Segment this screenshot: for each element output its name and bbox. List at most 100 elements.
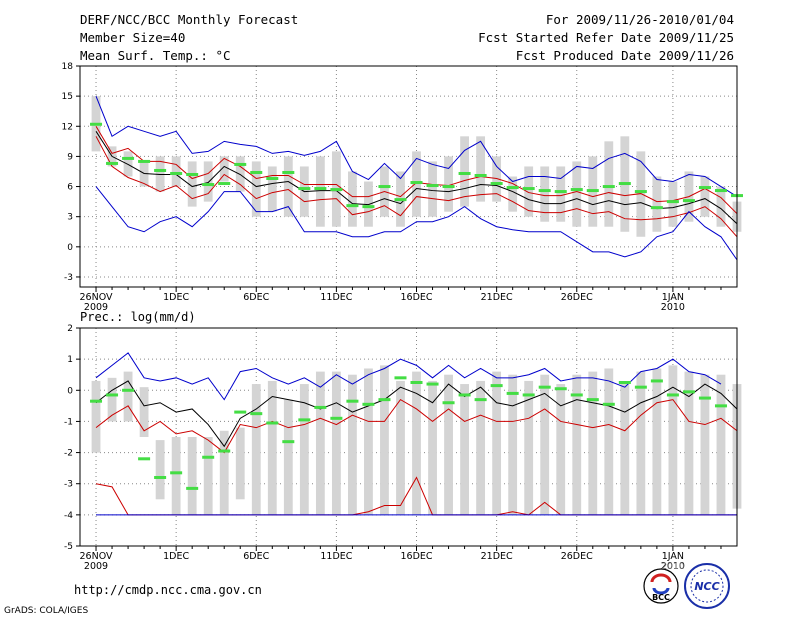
prec-observed-marker xyxy=(330,416,343,420)
temp-observed-marker xyxy=(506,186,519,190)
temp-member-box xyxy=(540,166,550,222)
prec-observed-marker xyxy=(666,393,679,397)
prec-member-box xyxy=(444,374,453,515)
prec-observed-marker xyxy=(298,418,311,422)
temp-member-box xyxy=(315,156,325,227)
prec-member-box xyxy=(460,384,469,515)
prec-observed-marker xyxy=(90,399,103,403)
prec-member-box xyxy=(91,380,101,453)
variable-label: Mean Surf. Temp.: °C xyxy=(80,48,231,63)
prec-xtick-label: 1JAN xyxy=(662,551,684,562)
temp-xtick-label: 26NOV xyxy=(80,292,114,303)
temp-observed-marker xyxy=(490,182,503,186)
prec-member-box xyxy=(139,387,149,437)
prec-observed-marker xyxy=(122,388,135,392)
temp-member-box xyxy=(668,181,678,227)
temp-series-ensemble-max xyxy=(95,95,738,198)
prec-observed-marker xyxy=(154,475,167,479)
temp-observed-marker xyxy=(266,177,279,181)
temp-member-box xyxy=(508,176,518,212)
prec-observed-marker xyxy=(490,384,503,388)
temp-xtick-label: 1DEC xyxy=(163,292,189,303)
prec-member-box xyxy=(331,371,341,515)
prec-member-box xyxy=(396,380,405,515)
prec-observed-marker xyxy=(426,382,439,386)
prec-member-box xyxy=(235,427,245,500)
prec-observed-marker xyxy=(650,379,663,383)
temp-observed-marker xyxy=(90,122,103,126)
temp-observed-marker xyxy=(186,172,199,176)
temp-xtick-label: 21DEC xyxy=(481,292,513,303)
temp-member-box xyxy=(219,156,229,182)
prec-observed-marker xyxy=(106,393,119,397)
temp-ytick-label: 15 xyxy=(62,92,73,102)
temp-observed-marker xyxy=(218,182,231,186)
temp-observed-marker xyxy=(330,188,343,192)
prec-member-box xyxy=(203,437,213,515)
prec-frame xyxy=(79,327,738,547)
prec-ytick-label: -2 xyxy=(64,449,73,459)
prec-member-box xyxy=(155,440,165,500)
temp-observed-marker xyxy=(410,181,423,185)
prec-member-box xyxy=(716,374,726,515)
temp-ytick-label: 12 xyxy=(62,122,73,132)
temp-observed-marker xyxy=(394,198,407,202)
chart-title: DERF/NCC/BCC Monthly Forecast xyxy=(80,12,299,27)
prec-observed-marker xyxy=(634,385,647,389)
prec-observed-marker xyxy=(682,390,695,394)
grads-credit: GrADS: COLA/IGES xyxy=(4,606,88,616)
prec-observed-marker xyxy=(538,385,551,389)
prec-xtick-label: 1DEC xyxy=(163,551,189,562)
temp-member-box xyxy=(187,161,197,207)
temp-observed-marker xyxy=(474,173,487,177)
prec-observed-marker xyxy=(346,399,359,403)
forecast-started-date: Fcst Started Refer Date 2009/11/25 xyxy=(478,30,734,45)
temp-xtick-label: 2009 xyxy=(84,302,108,313)
temp-member-box xyxy=(572,161,582,227)
prec-member-box xyxy=(684,371,694,515)
forecast-produced-date: Fcst Produced Date 2009/11/26 xyxy=(515,48,734,63)
temp-xtick-label: 16DEC xyxy=(400,292,432,303)
temp-member-box xyxy=(428,161,437,217)
temp-member-box xyxy=(700,176,710,217)
prec-series-lower-spread xyxy=(95,398,738,454)
prec-observed-marker xyxy=(394,376,407,380)
temp-observed-marker xyxy=(314,187,327,191)
temp-observed-marker xyxy=(538,189,551,193)
prec-member-box xyxy=(476,380,486,515)
prec-member-box xyxy=(299,384,309,515)
prec-member-box xyxy=(540,374,550,515)
prec-observed-marker xyxy=(202,455,215,459)
temp-xtick-label: 2010 xyxy=(661,302,685,313)
svg-text:NCC: NCC xyxy=(694,580,719,593)
prec-member-box xyxy=(267,380,277,515)
prec-xtick-label: 2010 xyxy=(661,561,685,572)
prec-ytick-label: -4 xyxy=(64,511,73,521)
temp-member-box xyxy=(460,136,469,207)
temp-observed-marker xyxy=(122,156,135,160)
prec-member-box xyxy=(508,374,518,515)
temp-observed-marker xyxy=(570,188,583,192)
prec-observed-marker xyxy=(554,387,567,391)
prec-observed-marker xyxy=(506,391,519,395)
prec-observed-marker xyxy=(186,486,199,490)
temp-member-box xyxy=(476,136,486,202)
prec-observed-marker xyxy=(602,402,615,406)
prec-member-box xyxy=(668,365,678,515)
prec-xtick-label: 2009 xyxy=(84,561,108,572)
bcc-logo: BCC xyxy=(643,568,679,604)
temp-observed-marker xyxy=(154,168,167,172)
temp-member-box xyxy=(155,156,165,192)
temp-observed-marker xyxy=(634,190,647,194)
prec-observed-marker xyxy=(362,402,375,406)
prec-member-box xyxy=(123,371,133,422)
footer-url: http://cmdp.ncc.cma.gov.cn xyxy=(74,583,262,597)
prec-observed-marker xyxy=(586,398,599,402)
prec-member-box xyxy=(171,437,181,515)
prec-observed-marker xyxy=(522,393,535,397)
prec-xtick-label: 6DEC xyxy=(243,551,269,562)
temp-member-box xyxy=(652,176,662,232)
temp-observed-marker xyxy=(202,183,215,187)
